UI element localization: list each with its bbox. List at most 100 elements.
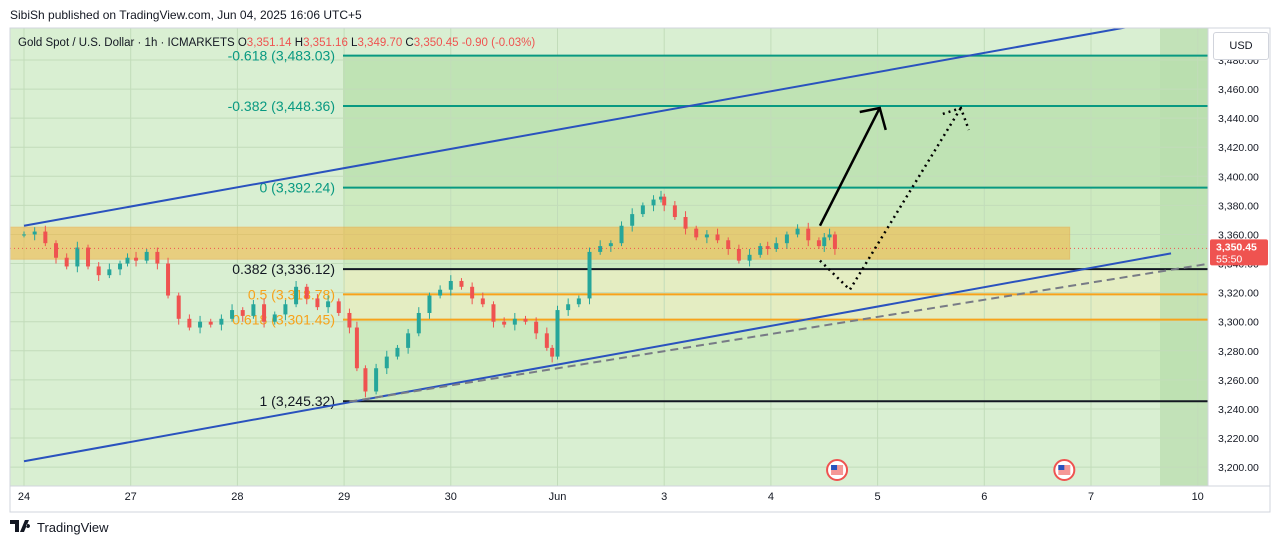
candle-body xyxy=(534,321,539,334)
chart-frame xyxy=(9,27,1271,513)
time-axis: 24 27 28 29 30 Jun 3 4 5 6 7 10 xyxy=(10,485,1270,512)
candle-body xyxy=(480,298,485,305)
legend-part: -0.90 (-0.03%) xyxy=(462,37,536,49)
candle-body xyxy=(219,318,224,325)
candle-body xyxy=(491,304,496,322)
time-tick-label: 28 xyxy=(231,491,243,503)
legend-part: 3,350.45 xyxy=(414,37,462,49)
candle-body xyxy=(427,295,432,313)
candle-body xyxy=(283,304,288,315)
candle-body xyxy=(502,321,507,325)
candle-body xyxy=(315,298,320,308)
countdown-label: 55:50 xyxy=(1216,253,1242,265)
candle-body xyxy=(747,254,752,261)
candle-body xyxy=(43,231,48,244)
candle-body xyxy=(54,243,59,258)
candle-body xyxy=(822,237,827,247)
candle-body xyxy=(566,304,571,311)
candle-body xyxy=(64,257,69,267)
time-tick-label: Jun xyxy=(549,491,567,503)
candle-body xyxy=(384,356,389,369)
channel-upper-line xyxy=(23,28,1129,227)
candle-body xyxy=(304,286,309,299)
fib-zone-upper xyxy=(343,55,1208,188)
candle-body xyxy=(598,246,603,252)
fib-label-2: 0 (3,392.24) xyxy=(260,180,336,196)
legend-part: 3,351.14 xyxy=(247,37,295,49)
candle-body xyxy=(832,234,837,250)
candle-body xyxy=(523,318,528,322)
candle-body xyxy=(125,257,130,264)
price-tick-label: 3,240.00 xyxy=(1218,404,1259,416)
candle-body xyxy=(166,263,171,296)
candle-body xyxy=(22,234,26,236)
projection-solid-arrow xyxy=(818,107,881,227)
candle-body xyxy=(230,310,235,319)
us-flag-icon-1-canton xyxy=(831,465,838,470)
candle-body xyxy=(672,205,677,218)
legend-part: L xyxy=(351,37,358,49)
candle-body xyxy=(438,289,443,296)
candle-body xyxy=(176,295,181,319)
fib-label-1: -0.382 (3,448.36) xyxy=(228,98,335,114)
candle-body xyxy=(326,301,331,308)
candle-body xyxy=(784,234,789,244)
candle-body xyxy=(683,217,688,229)
time-tick-label: 4 xyxy=(768,491,774,503)
time-tick-label: 30 xyxy=(445,491,457,503)
candle-body xyxy=(795,228,800,235)
time-tick-label: 29 xyxy=(338,491,350,503)
candle-body xyxy=(587,251,592,299)
candle-body xyxy=(354,327,359,369)
candle-body xyxy=(619,225,624,244)
candle-body xyxy=(765,246,770,250)
candle-body xyxy=(107,269,112,276)
legend-part: 3,351.16 xyxy=(303,37,351,49)
currency-button[interactable]: USD xyxy=(1213,32,1269,60)
candle-body xyxy=(144,251,149,261)
channel-lower-line xyxy=(23,252,1172,463)
candle-body xyxy=(694,228,699,238)
candle-body xyxy=(198,321,203,328)
candle-body xyxy=(662,196,667,206)
legend-part: H xyxy=(295,37,303,49)
ohlc-legend: Gold Spot / U.S. Dollar · 1h · ICMARKETS… xyxy=(18,37,535,49)
candle-body xyxy=(736,249,741,261)
future-shade xyxy=(1160,28,1208,486)
dashed-trendline xyxy=(349,262,1208,403)
candle-body xyxy=(251,304,256,316)
candle-body xyxy=(630,214,635,226)
candle-body xyxy=(96,266,101,276)
candles xyxy=(22,190,837,398)
candle-body xyxy=(640,205,645,215)
candle-body xyxy=(651,199,656,206)
candle-body xyxy=(363,368,368,392)
candle-body xyxy=(758,246,763,255)
time-tick-label: 5 xyxy=(875,491,881,503)
time-tick-label: 3 xyxy=(661,491,667,503)
time-tick-label: 7 xyxy=(1088,491,1094,503)
price-tick-label: 3,400.00 xyxy=(1218,171,1259,183)
candle-body xyxy=(658,196,663,200)
candle-body xyxy=(118,263,123,270)
candle-body xyxy=(806,228,811,241)
price-tick-label: 3,360.00 xyxy=(1218,229,1259,241)
time-tick-label: 6 xyxy=(981,491,987,503)
candle-body xyxy=(134,257,139,261)
price-axis: 3,200.00 3,220.00 3,240.00 3,260.00 3,280.00… xyxy=(1207,28,1270,486)
candle-body xyxy=(187,318,192,328)
candle-body xyxy=(550,347,555,357)
candle-body xyxy=(86,247,91,267)
candle-body xyxy=(470,286,475,299)
projection-dotted-arrowhead xyxy=(942,106,971,131)
fib-label-3: 0.382 (3,336.12) xyxy=(232,261,335,277)
candle-body xyxy=(827,234,832,238)
price-tick-label: 3,320.00 xyxy=(1218,288,1259,300)
candle-body xyxy=(512,318,517,325)
candle-body xyxy=(576,298,581,305)
fib-label-5: 0.618 (3,301.45) xyxy=(232,312,335,328)
fib-label-0: -0.618 (3,483.03) xyxy=(228,48,335,64)
legend-part: C xyxy=(405,37,413,49)
price-tick-label: 3,280.00 xyxy=(1218,346,1259,358)
